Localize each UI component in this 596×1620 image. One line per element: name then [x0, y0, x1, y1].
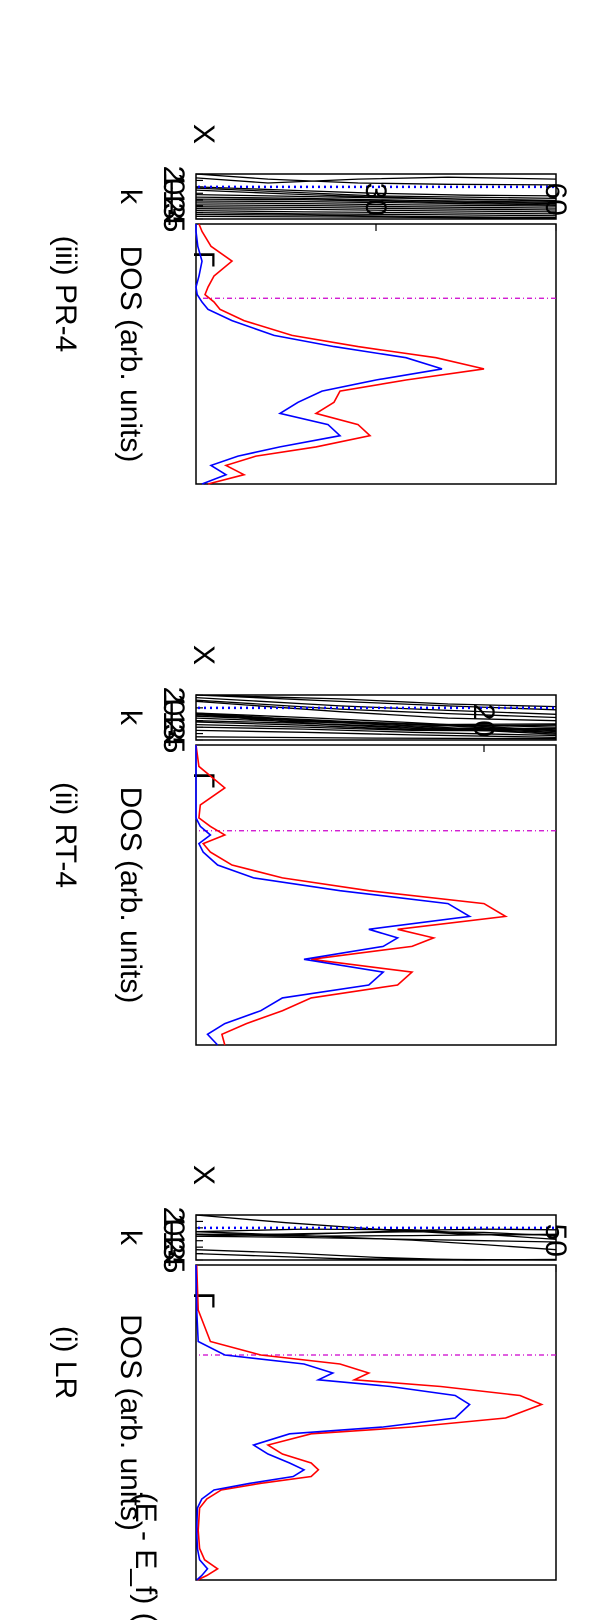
dos-tick-label: 50 [539, 1224, 572, 1257]
band-frame [195, 1214, 557, 1261]
energy-tick-label: 2 [157, 166, 190, 183]
band-line [195, 198, 557, 205]
k-tick-x: X [187, 124, 220, 144]
band-frame [195, 173, 557, 220]
band-line [195, 1235, 557, 1243]
band-line [195, 700, 557, 722]
band-xlabel: k [114, 189, 147, 205]
panel-3: 210-1-2-3-4-5 Γ Xk 30 60 DOS (arb. units) (iii… [49, 124, 572, 485]
energy-tick-label: -5 [157, 206, 190, 233]
energy-tick-label: -4 [157, 1240, 190, 1267]
dos-curve [195, 744, 509, 1046]
band-line [195, 186, 557, 197]
band-line [195, 694, 557, 711]
band-line [195, 208, 557, 213]
band-xlabel: k [114, 710, 147, 726]
energy-tick-label: 0 [157, 700, 190, 717]
energy-tick-label: -1 [157, 1221, 190, 1248]
dos-frame [195, 744, 557, 1046]
band-line [195, 1231, 557, 1237]
energy-tick-label: -4 [157, 720, 190, 747]
energy-tick-label: 1 [157, 1213, 190, 1230]
energy-tick-label: -1 [157, 180, 190, 207]
band-line [195, 714, 557, 726]
energy-tick-label: -1 [157, 701, 190, 728]
energy-tick-label: -5 [157, 727, 190, 754]
energy-tick-label: -3 [157, 193, 190, 220]
energy-tick-label: -4 [157, 199, 190, 226]
band-line [195, 204, 557, 209]
dos-xlabel: DOS (arb. units) [114, 787, 147, 1004]
band-line [195, 173, 557, 186]
band-line [195, 213, 557, 219]
dos-frame [195, 223, 557, 485]
energy-tick-label: -3 [157, 714, 190, 741]
energy-tick-label: -5 [157, 1247, 190, 1274]
band-line [195, 723, 557, 732]
dos-xlabel: DOS (arb. units) [114, 1314, 147, 1531]
band-line [195, 209, 557, 215]
band-xlabel: k [114, 1230, 147, 1246]
band-line [195, 720, 556, 730]
band-line [195, 200, 557, 206]
band-line [195, 193, 557, 202]
band-line [195, 729, 557, 739]
dos-curve [195, 224, 443, 485]
energy-tick-label: 0 [157, 179, 190, 196]
panel-caption: (i) LR [49, 1326, 82, 1399]
panel-caption: (ii) RT-4 [49, 782, 82, 888]
energy-tick-label: -2 [157, 1227, 190, 1254]
dos-curve [195, 1264, 471, 1581]
band-line [195, 187, 557, 200]
energy-tick-label: 2 [157, 687, 190, 704]
energy-tick-label: 1 [157, 693, 190, 710]
dos-curve [195, 745, 473, 1046]
energy-tick-label: -2 [157, 707, 190, 734]
energy-tick-label: 2 [157, 1207, 190, 1224]
dos-curve [195, 1264, 544, 1581]
band-line [195, 196, 557, 203]
band-line [195, 176, 557, 184]
band-line [195, 1233, 557, 1237]
energy-tick-label: -3 [157, 1234, 190, 1261]
band-line [195, 1252, 557, 1261]
dos-curve [198, 223, 485, 485]
energy-tick-label: 0 [157, 1220, 190, 1237]
band-line [195, 215, 557, 220]
band-line [195, 717, 557, 728]
panel-caption: (iii) PR-4 [49, 236, 82, 353]
band-line [195, 694, 557, 708]
energy-tick-label: 1 [157, 172, 190, 189]
k-tick-x: X [187, 1165, 220, 1185]
band-line [195, 736, 557, 740]
band-line [195, 726, 557, 737]
k-tick-gamma: Γ [187, 251, 220, 268]
energy-tick-label: -2 [157, 186, 190, 213]
dos-tick-label: 20 [467, 704, 500, 737]
band-line [195, 202, 557, 207]
band-line [195, 721, 557, 731]
band-line [195, 211, 557, 217]
panel-1: 210-1-2-3-4-5 Γ Xk 50 DOS (arb. units) (i) LR [49, 1165, 572, 1581]
band-line [195, 699, 557, 719]
ylabel: (E - E_f) (eV) [129, 1493, 162, 1620]
dos-frame [195, 1264, 557, 1581]
k-tick-gamma: Γ [187, 1292, 220, 1309]
dos-xlabel: DOS (arb. units) [114, 246, 147, 463]
dos-tick-label: 60 [539, 183, 572, 216]
band-line [195, 696, 557, 715]
band-line [195, 206, 557, 211]
k-tick-x: X [187, 645, 220, 665]
dos-tick-label: 30 [359, 183, 392, 216]
band-line [195, 712, 557, 732]
